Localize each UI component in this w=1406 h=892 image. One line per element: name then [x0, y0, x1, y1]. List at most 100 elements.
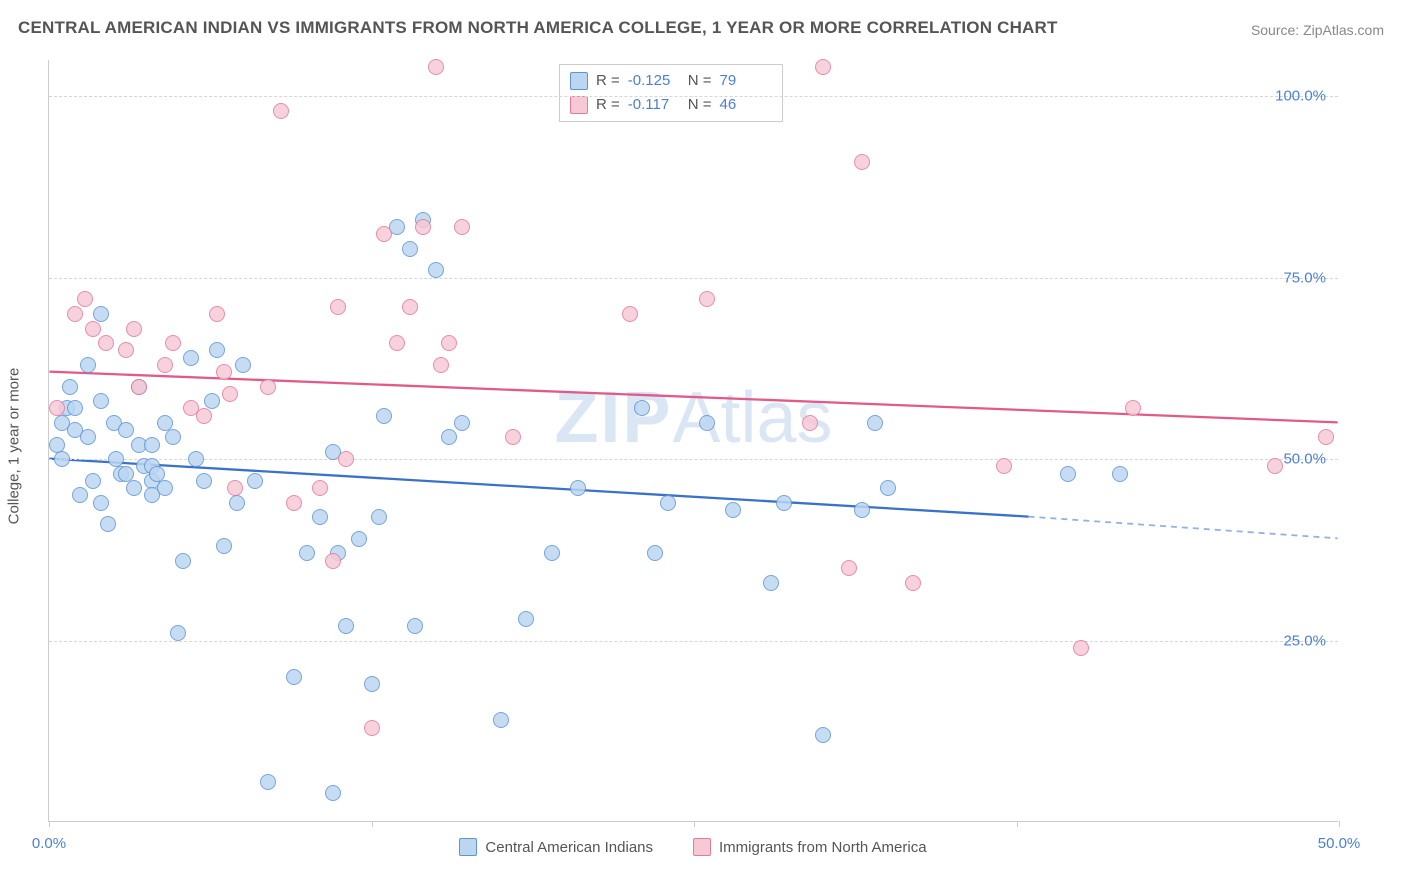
swatch-ina [570, 96, 588, 114]
y-axis-label: College, 1 year or more [6, 368, 23, 525]
scatter-point-cai [85, 473, 101, 489]
trend-line-ext-cai [1028, 517, 1337, 539]
scatter-point-cai [1060, 466, 1076, 482]
scatter-point-cai [1112, 466, 1128, 482]
scatter-point-ina [216, 364, 232, 380]
x-tick-mark [694, 821, 695, 827]
scatter-point-ina [98, 335, 114, 351]
source-attribution: Source: ZipAtlas.com [1251, 22, 1384, 38]
trend-line-ina [49, 372, 1337, 423]
scatter-point-ina [131, 379, 147, 395]
scatter-point-cai [286, 669, 302, 685]
scatter-point-cai [188, 451, 204, 467]
scatter-point-cai [93, 306, 109, 322]
scatter-point-ina [165, 335, 181, 351]
scatter-point-ina [699, 291, 715, 307]
scatter-point-cai [247, 473, 263, 489]
correlation-stats-box: R =-0.125N =79R =-0.117N =46 [559, 64, 783, 122]
scatter-point-cai [699, 415, 715, 431]
scatter-point-cai [660, 495, 676, 511]
scatter-point-cai [518, 611, 534, 627]
y-tick-label: 50.0% [1283, 451, 1326, 468]
scatter-point-cai [299, 545, 315, 561]
scatter-point-cai [376, 408, 392, 424]
watermark-bold: ZIP [554, 378, 672, 458]
scatter-point-ina [77, 291, 93, 307]
scatter-point-cai [72, 487, 88, 503]
scatter-point-ina [364, 720, 380, 736]
scatter-point-cai [126, 480, 142, 496]
scatter-point-cai [312, 509, 328, 525]
scatter-point-cai [815, 727, 831, 743]
scatter-point-ina [67, 306, 83, 322]
n-value-cai: 79 [720, 69, 772, 93]
scatter-point-cai [62, 379, 78, 395]
scatter-point-cai [260, 774, 276, 790]
scatter-point-cai [544, 545, 560, 561]
legend-item-ina: Immigrants from North America [693, 838, 927, 856]
scatter-point-cai [229, 495, 245, 511]
scatter-point-ina [441, 335, 457, 351]
scatter-point-cai [454, 415, 470, 431]
scatter-point-ina [841, 560, 857, 576]
y-tick-label: 100.0% [1275, 88, 1326, 105]
x-tick-mark [372, 821, 373, 827]
y-tick-label: 75.0% [1283, 269, 1326, 286]
trend-lines-layer [49, 60, 1338, 821]
scatter-point-cai [165, 429, 181, 445]
scatter-point-cai [364, 676, 380, 692]
legend-label-ina: Immigrants from North America [719, 839, 927, 856]
scatter-point-ina [118, 342, 134, 358]
scatter-point-ina [996, 458, 1012, 474]
scatter-point-cai [235, 357, 251, 373]
scatter-point-cai [407, 618, 423, 634]
r-value-cai: -0.125 [628, 69, 680, 93]
legend-swatch-ina [693, 838, 711, 856]
plot-area: ZIPAtlas R =-0.125N =79R =-0.117N =46 25… [48, 60, 1338, 822]
scatter-point-ina [330, 299, 346, 315]
scatter-point-cai [854, 502, 870, 518]
scatter-point-cai [351, 531, 367, 547]
scatter-point-cai [325, 785, 341, 801]
gridline [49, 641, 1338, 642]
scatter-point-cai [183, 350, 199, 366]
scatter-point-cai [647, 545, 663, 561]
scatter-point-cai [196, 473, 212, 489]
swatch-cai [570, 72, 588, 90]
scatter-point-ina [227, 480, 243, 496]
scatter-point-ina [376, 226, 392, 242]
scatter-point-ina [1318, 429, 1334, 445]
scatter-point-ina [126, 321, 142, 337]
scatter-point-ina [273, 103, 289, 119]
legend-label-cai: Central American Indians [485, 839, 653, 856]
scatter-point-ina [222, 386, 238, 402]
scatter-point-ina [157, 357, 173, 373]
scatter-point-ina [260, 379, 276, 395]
scatter-point-cai [371, 509, 387, 525]
scatter-point-ina [49, 400, 65, 416]
scatter-point-ina [802, 415, 818, 431]
scatter-point-ina [505, 429, 521, 445]
scatter-point-cai [880, 480, 896, 496]
x-tick-mark [49, 821, 50, 827]
stats-row-cai: R =-0.125N =79 [570, 69, 772, 93]
scatter-point-ina [286, 495, 302, 511]
watermark: ZIPAtlas [554, 377, 832, 459]
scatter-point-ina [1073, 640, 1089, 656]
scatter-point-cai [570, 480, 586, 496]
x-tick-mark [1339, 821, 1340, 827]
scatter-point-ina [622, 306, 638, 322]
scatter-point-cai [204, 393, 220, 409]
scatter-point-cai [634, 400, 650, 416]
scatter-point-ina [854, 154, 870, 170]
gridline [49, 459, 1338, 460]
scatter-point-cai [144, 437, 160, 453]
scatter-point-ina [905, 575, 921, 591]
scatter-point-ina [1125, 400, 1141, 416]
r-label: R = [596, 69, 620, 93]
scatter-point-ina [85, 321, 101, 337]
gridline [49, 278, 1338, 279]
scatter-point-cai [493, 712, 509, 728]
scatter-point-cai [428, 262, 444, 278]
scatter-point-cai [157, 415, 173, 431]
